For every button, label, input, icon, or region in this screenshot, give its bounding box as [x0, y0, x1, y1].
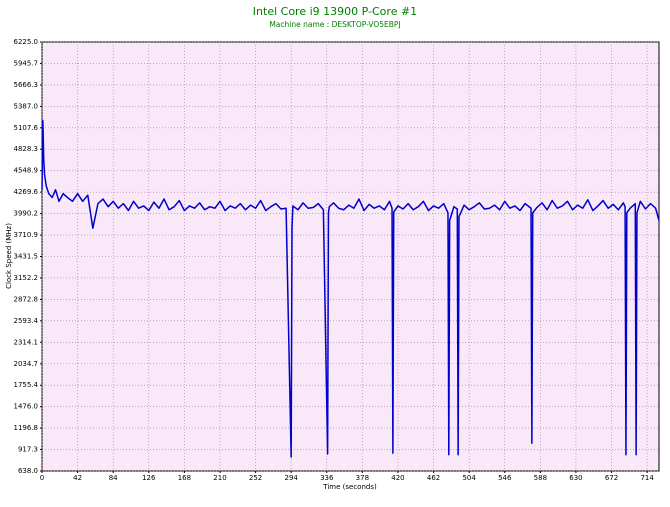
y-tick-label: 3431.5	[14, 253, 39, 261]
x-axis-label: Time (seconds)	[322, 483, 377, 491]
x-tick-label: 420	[391, 474, 404, 482]
y-tick-label: 3990.2	[14, 210, 39, 218]
x-tick-label: 378	[356, 474, 369, 482]
x-tick-label: 42	[73, 474, 82, 482]
y-tick-label: 4548.9	[14, 167, 39, 175]
y-tick-label: 2593.4	[14, 317, 39, 325]
x-tick-label: 504	[462, 474, 476, 482]
y-axis-label: Clock Speed (MHz)	[5, 223, 13, 289]
x-tick-label: 84	[109, 474, 118, 482]
y-tick-label: 6225.0	[14, 38, 39, 46]
y-tick-label: 1476.0	[14, 403, 39, 411]
y-tick-label: 4269.6	[14, 188, 39, 196]
y-tick-label: 2034.7	[14, 360, 39, 368]
y-tick-label: 5107.6	[14, 124, 39, 132]
y-tick-label: 1755.4	[14, 381, 39, 389]
y-tick-label: 917.3	[18, 446, 38, 454]
y-tick-label: 1196.8	[14, 424, 39, 432]
y-tick-label: 638.0	[18, 467, 38, 475]
x-tick-label: 630	[569, 474, 582, 482]
y-tick-label: 3710.9	[14, 231, 39, 239]
x-tick-label: 168	[178, 474, 191, 482]
y-tick-label: 5387.0	[14, 102, 39, 110]
y-tick-label: 5666.3	[14, 81, 39, 89]
y-tick-label: 2872.8	[14, 295, 39, 303]
y-tick-label: 2314.1	[14, 338, 39, 346]
x-tick-label: 462	[427, 474, 440, 482]
y-tick-label: 5945.7	[14, 59, 39, 67]
y-tick-label: 4828.3	[14, 145, 39, 153]
chart-title: Intel Core i9 13900 P-Core #1	[253, 5, 417, 18]
x-tick-label: 294	[284, 474, 298, 482]
x-tick-label: 210	[213, 474, 226, 482]
x-tick-label: 672	[605, 474, 618, 482]
x-tick-label: 336	[320, 474, 334, 482]
chart-subtitle: Machine name : DESKTOP-VO5EBPJ	[269, 20, 400, 29]
plot-area	[41, 41, 660, 472]
x-tick-label: 0	[40, 474, 44, 482]
x-tick-label: 546	[498, 474, 512, 482]
x-tick-label: 714	[640, 474, 654, 482]
x-tick-label: 126	[142, 474, 156, 482]
x-tick-label: 588	[534, 474, 547, 482]
x-tick-label: 252	[249, 474, 262, 482]
y-tick-label: 3152.2	[14, 274, 39, 282]
data-line	[41, 119, 660, 458]
